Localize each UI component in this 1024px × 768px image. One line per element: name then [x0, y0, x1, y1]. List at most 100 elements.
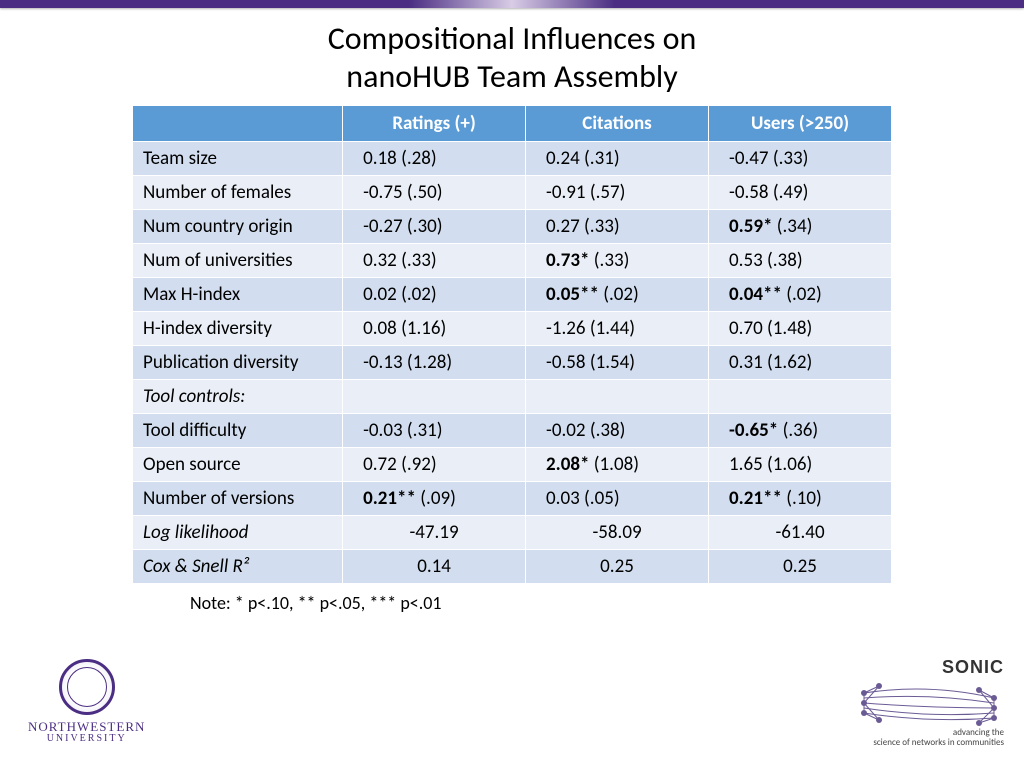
coef-value: -0.47 [729, 147, 769, 170]
cell-value: 0.24 (.31) [526, 141, 709, 175]
sonic-tagline: advancing the science of networks in com… [854, 728, 1004, 748]
std-error: (.02) [786, 283, 822, 306]
cell-value: -0.58 (1.54) [526, 345, 709, 379]
cell-value: 2.08* (1.08) [526, 447, 709, 481]
coef-value: 0.08 [363, 317, 397, 340]
row-label: Num of universities [133, 243, 343, 277]
std-error: (.09) [420, 487, 456, 510]
sonic-logo: SONIC [854, 657, 1004, 748]
coef-value: -0.02 [546, 419, 586, 442]
cell-value: 0.31 (1.62) [709, 345, 892, 379]
row-label: Team size [133, 141, 343, 175]
significance-note: Note: * p<.10, ** p<.05, *** p<.01 [190, 592, 1024, 614]
row-label: Tool controls: [133, 379, 343, 413]
northwestern-text: NORTHWESTERN UNIVERSITY [28, 719, 145, 744]
coef-value: 0.25 [600, 555, 634, 578]
cell-value: -0.13 (1.28) [343, 345, 526, 379]
table-row: Max H-index0.02 (.02)0.05** (.02)0.04** … [133, 277, 892, 311]
std-error: (.57) [590, 181, 626, 204]
row-label: Tool difficulty [133, 413, 343, 447]
row-label: Open source [133, 447, 343, 481]
cell-value: -58.09 [526, 515, 709, 549]
cell-value: 0.03 (.05) [526, 481, 709, 515]
coef-value: 0.70 [729, 317, 763, 340]
coef-value: 0.02 [363, 283, 397, 306]
std-error: (1.44) [590, 317, 635, 340]
sonic-network-icon [854, 678, 1004, 728]
std-error: (1.54) [590, 351, 635, 374]
header-citations: Citations [526, 105, 709, 141]
coef-value: -0.58 [729, 181, 769, 204]
cell-value [343, 379, 526, 413]
std-error: (.28) [401, 147, 437, 170]
slide-title: Compositional Influences on nanoHUB Team… [0, 20, 1024, 97]
cell-value: 0.18 (.28) [343, 141, 526, 175]
table-row: Number of versions0.21** (.09)0.03 (.05)… [133, 481, 892, 515]
coef-value: 0.04** [729, 283, 782, 306]
table-row: Num of universities0.32 (.33)0.73* (.33)… [133, 243, 892, 277]
cell-value: -0.03 (.31) [343, 413, 526, 447]
std-error: (.38) [767, 249, 803, 272]
cell-value: 0.21** (.09) [343, 481, 526, 515]
std-error: (.02) [401, 283, 437, 306]
row-label: Num country origin [133, 209, 343, 243]
cell-value: 0.73* (.33) [526, 243, 709, 277]
table-row: H-index diversity0.08 (1.16)-1.26 (1.44)… [133, 311, 892, 345]
cell-value: -1.26 (1.44) [526, 311, 709, 345]
std-error: (.50) [407, 181, 443, 204]
cell-value: -0.91 (.57) [526, 175, 709, 209]
results-table: Ratings (+) Citations Users (>250) Team … [132, 105, 892, 584]
northwestern-name: NORTHWESTERN [28, 719, 145, 734]
table-row: Open source 0.72 (.92) 2.08* (1.08) 1.65 (1… [133, 447, 892, 481]
coef-value: 0.31 [729, 351, 763, 374]
coef-value: 1.65 [729, 453, 763, 476]
row-label: Log likelihood [133, 515, 343, 549]
coef-value: 0.72 [363, 453, 397, 476]
table-row: Team size0.18 (.28)0.24 (.31)-0.47 (.33) [133, 141, 892, 175]
coef-value: 0.21** [729, 487, 782, 510]
coef-value: -0.03 [363, 419, 403, 442]
cell-value: -0.02 (.38) [526, 413, 709, 447]
std-error: (.36) [783, 419, 819, 442]
northwestern-seal-icon [59, 659, 115, 715]
header-ratings: Ratings (+) [343, 105, 526, 141]
std-error: (.02) [603, 283, 639, 306]
coef-value: -61.40 [775, 521, 824, 544]
std-error: (.33) [773, 147, 809, 170]
coef-value: -47.19 [409, 521, 458, 544]
cell-value [526, 379, 709, 413]
std-error: (.33) [594, 249, 630, 272]
std-error: (1.48) [767, 317, 812, 340]
cell-value: -0.65* (.36) [709, 413, 892, 447]
coef-value: -0.65* [729, 419, 778, 442]
std-error: (1.06) [767, 453, 812, 476]
coef-value: -1.26 [546, 317, 586, 340]
coef-value: 0.18 [363, 147, 397, 170]
cell-value: 0.25 [709, 549, 892, 583]
row-label: Number of versions [133, 481, 343, 515]
cell-value: -0.47 (.33) [709, 141, 892, 175]
table-row: Tool difficulty-0.03 (.31)-0.02 (.38)-0.… [133, 413, 892, 447]
coef-value: -0.58 [546, 351, 586, 374]
table-header-row: Ratings (+) Citations Users (>250) [133, 105, 892, 141]
coef-value: 0.03 [546, 487, 580, 510]
header-blank [133, 105, 343, 141]
coef-value: 0.05** [546, 283, 599, 306]
coef-value: 0.21** [363, 487, 416, 510]
cell-value: 0.14 [343, 549, 526, 583]
row-label: Number of females [133, 175, 343, 209]
std-error: (1.16) [401, 317, 446, 340]
cell-value [709, 379, 892, 413]
cell-value: -0.27 (.30) [343, 209, 526, 243]
cell-value: 0.53 (.38) [709, 243, 892, 277]
title-line-2: nanoHUB Team Assembly [346, 57, 677, 96]
cell-value: 0.59* (.34) [709, 209, 892, 243]
std-error: (.92) [401, 453, 437, 476]
cell-value: 0.27 (.33) [526, 209, 709, 243]
cell-value: 0.05** (.02) [526, 277, 709, 311]
coef-value: -58.09 [592, 521, 641, 544]
cell-value: 0.21** (.10) [709, 481, 892, 515]
std-error: (.38) [590, 419, 626, 442]
results-table-container: Ratings (+) Citations Users (>250) Team … [132, 105, 892, 584]
coef-value: 0.59* [729, 215, 772, 238]
